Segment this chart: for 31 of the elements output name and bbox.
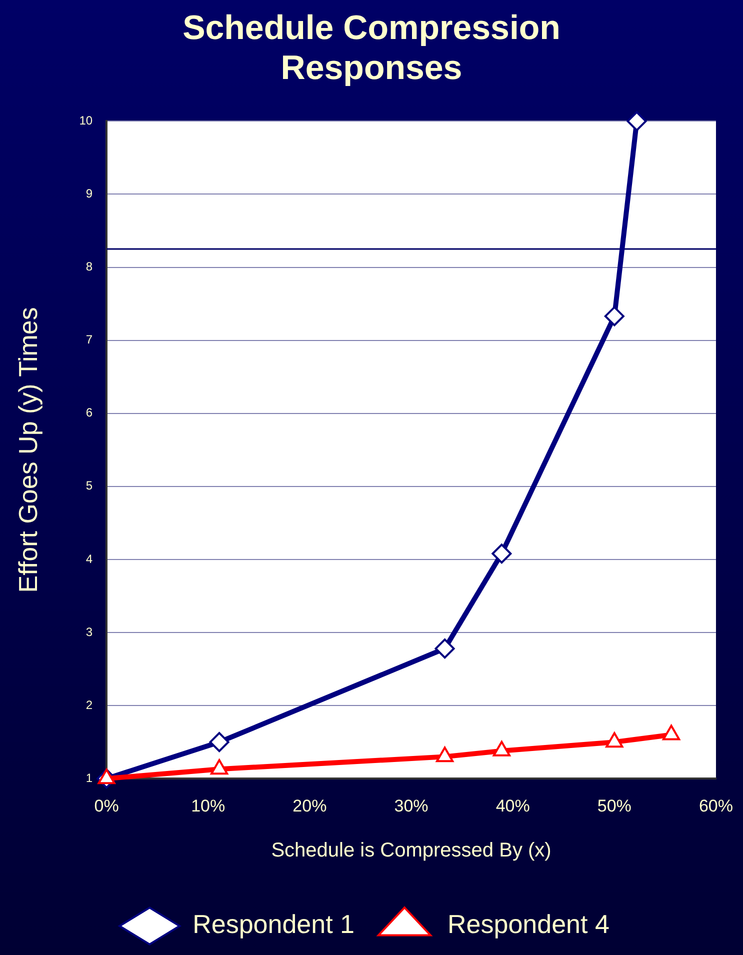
point: [626, 111, 647, 132]
x-tick-label: 50%: [597, 796, 632, 816]
chart-title: Schedule Compression Responses: [182, 8, 562, 89]
y-tick-label: 10: [79, 114, 93, 128]
x-tick-label: 20%: [292, 796, 327, 816]
point: [604, 306, 624, 326]
legend-label: Respondent 4: [448, 909, 610, 940]
y-axis-title: Effort Goes Up (y) Times: [12, 307, 43, 593]
x-tick-label: 40%: [496, 796, 530, 816]
y-tick-label: 2: [86, 698, 93, 712]
y-tick-label: 1: [86, 770, 93, 785]
point: [436, 746, 454, 762]
point: [606, 732, 624, 748]
y-tick-label: 3: [86, 624, 93, 639]
point: [492, 740, 510, 756]
x-tick-label: 0%: [94, 796, 119, 816]
x-tick-label: 30%: [394, 796, 428, 816]
x-axis-title: Schedule is Compressed By (x): [271, 840, 552, 862]
point: [662, 724, 680, 740]
x-tick-label: 10%: [191, 796, 226, 816]
y-tick-label: 5: [86, 478, 93, 493]
y-tick-label: 9: [86, 186, 93, 201]
x-tick-label: 60%: [698, 796, 734, 816]
point: [492, 544, 512, 564]
point: [98, 768, 116, 784]
legend-label: Respondent 1: [192, 909, 355, 940]
y-tick-label: 8: [86, 260, 93, 274]
point: [210, 759, 228, 775]
y-tick-label: 4: [86, 552, 93, 566]
y-tick-label: 6: [86, 406, 93, 420]
y-tick-label: 7: [86, 332, 93, 347]
